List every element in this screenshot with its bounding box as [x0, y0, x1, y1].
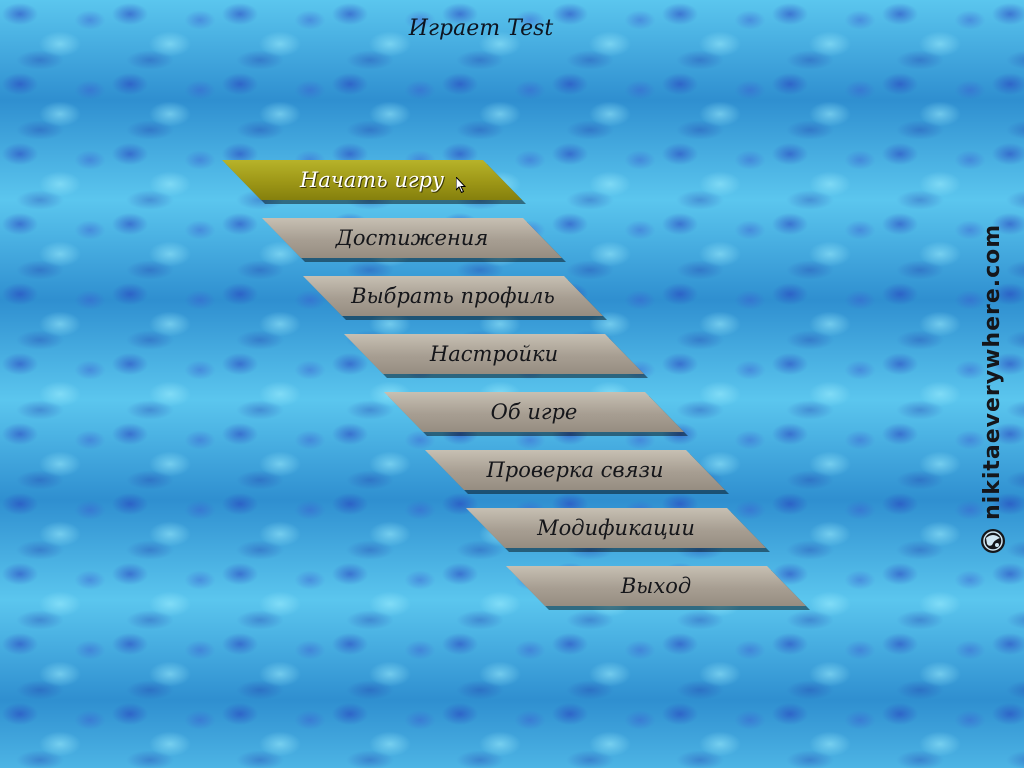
button-face [303, 276, 603, 316]
about-game-button[interactable]: Об игре [384, 392, 688, 436]
modifications-label: Модификации [537, 516, 695, 540]
about-game-label: Об игре [490, 400, 578, 424]
connection-check-label: Проверка связи [486, 458, 664, 482]
button-face [344, 334, 644, 374]
player-status-text: Играет Test [408, 16, 554, 41]
connection-check-button[interactable]: Проверка связи [425, 450, 729, 494]
button-face [425, 450, 725, 490]
settings-label: Настройки [429, 342, 559, 366]
start-game-button[interactable]: Начать игру [222, 160, 526, 204]
select-profile-button[interactable]: Выбрать профиль [303, 276, 607, 320]
select-profile-label: Выбрать профиль [351, 284, 555, 308]
start-game-label: Начать игру [299, 168, 445, 192]
achievements-label: Достижения [335, 226, 489, 250]
button-face [384, 392, 684, 432]
button-face [506, 566, 806, 606]
settings-button[interactable]: Настройки [344, 334, 648, 378]
watermark-text: nikitaeverywhere.com [980, 223, 1005, 520]
globe-logo-icon [981, 529, 1005, 553]
site-watermark: nikitaeverywhere.com [976, 210, 1010, 560]
exit-button[interactable]: Выход [506, 566, 810, 610]
achievements-button[interactable]: Достижения [262, 218, 566, 262]
button-face [262, 218, 562, 258]
mouse-pointer-icon [456, 177, 466, 193]
modifications-button[interactable]: Модификации [466, 508, 770, 552]
button-face [222, 160, 522, 200]
exit-label: Выход [620, 574, 692, 598]
button-face [466, 508, 766, 548]
